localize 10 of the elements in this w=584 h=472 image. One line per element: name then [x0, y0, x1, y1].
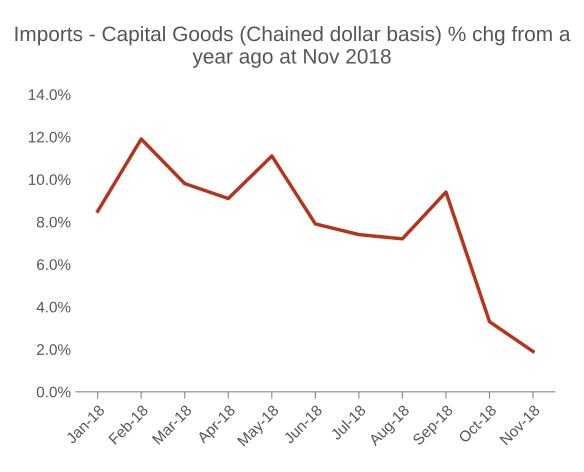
y-tick-label: 4.0% — [36, 302, 71, 312]
y-tick-label: 8.0% — [36, 216, 71, 228]
y-tick-label: 2.0% — [37, 344, 71, 355]
chart-title: Imports - Capital Goods (Chained dollar basis) % chg from a year ago at Nov 2018 — [15, 26, 570, 68]
y-tick-label: 12.0% — [28, 132, 71, 143]
line-series — [96, 137, 535, 354]
y-tick-label: 10.0% — [28, 174, 71, 186]
y-tick-label: 14.0% — [28, 89, 71, 100]
y-tick-label: 0.0% — [36, 386, 71, 398]
y-tick-label: 6.0% — [37, 259, 71, 270]
